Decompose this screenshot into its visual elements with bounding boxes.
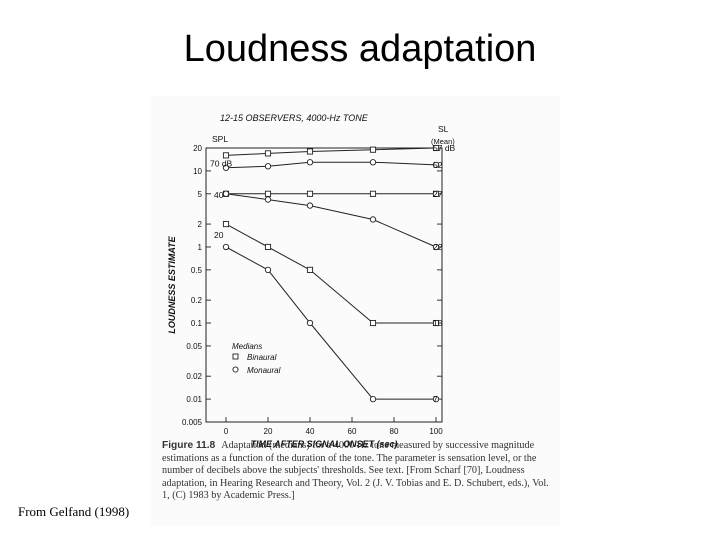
x-tick-label: 80 (390, 427, 399, 436)
sl-label: 7 (433, 394, 438, 404)
data-point-square (369, 319, 377, 327)
data-point-circle (306, 202, 314, 209)
y-tick-label: 0.1 (191, 319, 203, 328)
data-point-square (369, 190, 377, 197)
series-line (225, 147, 437, 156)
x-tick-label: 0 (224, 427, 229, 436)
data-point-circle (306, 319, 314, 327)
spl-label: 20 (214, 230, 224, 240)
data-point-square (222, 152, 230, 159)
x-tick-label: 100 (429, 427, 443, 436)
data-point-circle (432, 161, 440, 169)
x-tick-label: 20 (264, 427, 273, 436)
data-point-circle (432, 243, 440, 251)
sl-label: 22 (433, 242, 443, 252)
sl-subheader: (Mean) (431, 137, 455, 146)
data-point-circle (222, 164, 230, 171)
data-point-square (306, 266, 314, 273)
data-point-circle (264, 163, 272, 170)
spl-label: 40 (214, 190, 224, 200)
plot-frame (205, 147, 443, 423)
series-labels: 57 dB 70 dB 52 27 40 22 10 20 7 (210, 143, 456, 404)
data-point-circle (264, 196, 272, 203)
legend-binaural: Binaural (247, 353, 277, 362)
y-tick-label: 0.005 (182, 418, 203, 427)
data-point-square (369, 146, 377, 153)
data-point-square (264, 150, 272, 157)
y-tick-label: 0.5 (191, 266, 203, 275)
y-tick-label: 10 (193, 167, 202, 176)
data-point-circle (222, 243, 230, 251)
y-tick-label: 0.01 (186, 395, 202, 404)
caption-text: Adaptation (medians) for a 4000 Hz tone … (162, 440, 549, 502)
figure-number: Figure 11.8 (162, 440, 216, 451)
data-point-square (432, 190, 440, 197)
legend: Medians Binaural Monaural (232, 342, 281, 375)
series-line (225, 161, 437, 169)
data-point-square (432, 144, 440, 152)
data-point-square (264, 243, 272, 251)
data-point-circle (264, 266, 272, 274)
x-tick-label: 60 (348, 427, 357, 436)
sl-label: 10 (433, 318, 443, 328)
y-tick-label: 1 (198, 243, 203, 252)
spl-label: 70 dB (210, 158, 233, 168)
x-tick-label: 40 (306, 427, 315, 436)
sl-label: 57 dB (433, 143, 456, 153)
slide-title: Loudness adaptation (183, 28, 537, 70)
data-point-circle (369, 159, 377, 166)
sl-label: 27 (433, 189, 443, 199)
y-tick-label: 5 (198, 190, 203, 199)
spl-header: SPL (212, 134, 228, 144)
legend-monaural: Monaural (247, 366, 281, 375)
data-point-square (432, 319, 440, 327)
y-axis-label: LOUDNESS ESTIMATE (167, 235, 177, 333)
figure-panel (150, 96, 560, 526)
legend-square-marker (232, 353, 239, 360)
series-line (225, 193, 437, 248)
data-point-circle (222, 190, 230, 197)
sl-label: 52 (433, 160, 443, 170)
series-markers (222, 144, 440, 403)
sl-header: SL (438, 124, 449, 134)
data-point-square (222, 221, 230, 228)
legend-circle-marker (232, 366, 239, 373)
source-credit: From Gelfand (1998) (18, 504, 130, 519)
y-tick-label: 0.05 (186, 342, 202, 351)
data-point-square (306, 190, 314, 197)
data-point-circle (306, 159, 314, 166)
data-point-circle (369, 395, 377, 403)
x-axis-label: TIME AFTER SIGNAL ONSET (sec) (250, 439, 397, 449)
series-line (225, 223, 436, 324)
data-point-circle (432, 395, 440, 403)
y-tick-label: 20 (193, 144, 202, 153)
figure-caption: Figure 11.8 Adaptation (medians) for a 40… (162, 440, 554, 503)
data-point-square (264, 190, 272, 197)
y-tick-label: 0.2 (191, 296, 203, 305)
y-tick-label: 2 (198, 220, 203, 229)
data-point-circle (369, 216, 377, 223)
data-point-square (306, 148, 314, 155)
plot-header: 12-15 OBSERVERS, 4000-Hz TONE (220, 113, 369, 123)
y-tick-label: 0.02 (186, 372, 202, 381)
legend-title: Medians (232, 342, 262, 351)
